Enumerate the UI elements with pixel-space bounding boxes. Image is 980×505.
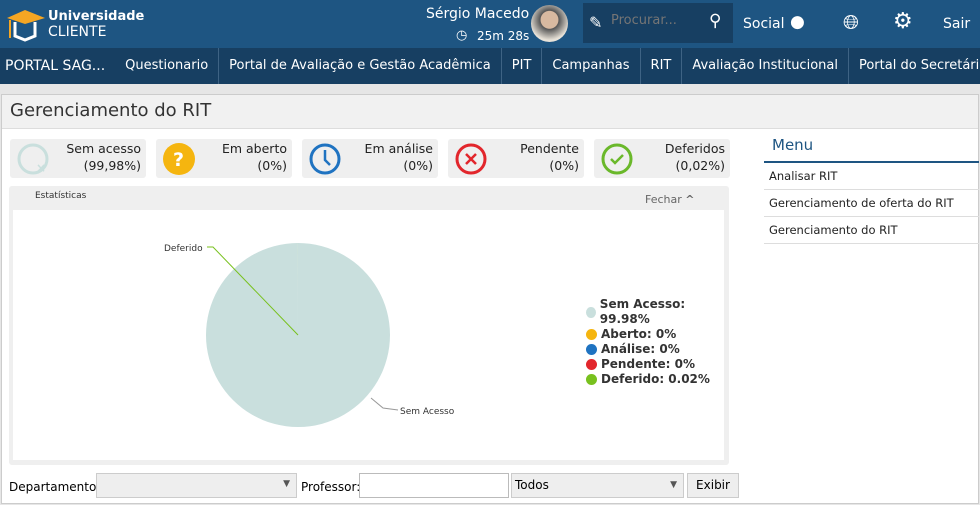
logo-line2: CLIENTE	[48, 24, 107, 40]
stats-panel: Estatísticas Fechar ^ Deferido Sem Acess…	[9, 186, 729, 465]
logout-link[interactable]: Sair	[943, 16, 971, 32]
no-access-icon: ×	[17, 143, 49, 175]
side-menu: Menu Analisar RIT Gerenciamento de ofert…	[764, 131, 979, 244]
legend-item[interactable]: Análise: 0%	[586, 342, 724, 357]
card-label: Sem acesso	[66, 141, 141, 156]
card-value: (0%)	[403, 158, 433, 173]
nav-rit[interactable]: RIT	[639, 48, 682, 84]
logo-line1: Universidade	[48, 9, 145, 24]
card-label: Em aberto	[221, 141, 287, 156]
card-label: Em análise	[364, 141, 433, 156]
card-value: (0%)	[257, 158, 287, 173]
legend-label: Aberto: 0%	[601, 327, 677, 341]
globe-icon[interactable]: 🌐︎	[843, 10, 859, 34]
legend-label: Análise: 0%	[601, 342, 680, 356]
legend-swatch	[586, 306, 596, 318]
top-bar: Universidade CLIENTE Sérgio Macedo ◷ 25m…	[0, 0, 980, 48]
social-bird-icon[interactable]: ●	[790, 12, 805, 32]
check-circle-icon	[601, 143, 633, 175]
svg-text:×: ×	[36, 161, 46, 175]
legend-label: Sem Acesso: 99.98%	[599, 297, 686, 326]
legend-swatch	[586, 359, 597, 370]
menu-title: Menu	[764, 131, 979, 163]
card-value: (0,02%)	[675, 158, 725, 173]
x-circle-icon	[455, 143, 487, 175]
stats-title: Estatísticas	[35, 191, 87, 201]
university-logo-icon	[7, 10, 45, 42]
chart-legend: Sem Acesso: 99.98% Aberto: 0% Análise: 0% P…	[586, 297, 724, 387]
department-select[interactable]: ▼	[96, 473, 297, 498]
clock-icon	[309, 143, 341, 175]
pie-chart: Deferido Sem Acesso	[164, 243, 455, 427]
slice-label-sem-acesso: Sem Acesso	[400, 407, 455, 417]
nav-avaliacao-institucional[interactable]: Avaliação Institucional	[681, 48, 848, 84]
page-title: Gerenciamento do RIT	[2, 95, 978, 129]
card-value: (99,98%)	[83, 158, 141, 173]
dropdown-arrow-icon: ▼	[283, 479, 290, 489]
user-name: Sérgio Macedo	[426, 6, 530, 22]
dropdown-arrow-icon: ▼	[670, 480, 677, 490]
legend-item[interactable]: Deferido: 0.02%	[586, 372, 724, 387]
nav-portal-avaliacao[interactable]: Portal de Avaliação e Gestão Acadêmica	[218, 48, 501, 84]
card-sem-acesso[interactable]: × Sem acesso (99,98%)	[10, 139, 146, 178]
card-pendente[interactable]: Pendente (0%)	[448, 139, 584, 178]
chevron-up-icon: ^	[685, 193, 695, 206]
legend-item[interactable]: Sem Acesso: 99.98%	[586, 297, 724, 327]
edit-icon: ✎	[589, 13, 603, 32]
nav-campanhas[interactable]: Campanhas	[541, 48, 639, 84]
card-em-analise[interactable]: Em análise (0%)	[302, 139, 438, 178]
nav-portal[interactable]: PORTAL SAG...	[5, 58, 106, 74]
deferido-label-line	[207, 246, 299, 336]
search-input[interactable]	[611, 13, 706, 28]
avatar[interactable]	[531, 5, 568, 42]
nav-portal-secretario[interactable]: Portal do Secretário	[847, 48, 980, 84]
card-em-aberto[interactable]: ? Em aberto (0%)	[156, 139, 292, 178]
status-value: Todos	[515, 478, 549, 492]
card-value: (0%)	[549, 158, 579, 173]
nav-questionario[interactable]: Questionario	[125, 58, 209, 73]
social-link[interactable]: Social	[743, 16, 785, 32]
card-label: Pendente	[520, 141, 579, 156]
stats-close-button[interactable]: Fechar ^	[645, 193, 695, 206]
svg-text:?: ?	[173, 149, 184, 171]
card-deferidos[interactable]: Deferidos (0,02%)	[594, 139, 730, 178]
clock-icon: ◷	[456, 28, 468, 43]
menu-item-gerenciamento-rit[interactable]: Gerenciamento do RIT	[764, 217, 979, 244]
professor-label: Professor:	[301, 480, 361, 494]
nav-pit[interactable]: PIT	[500, 48, 542, 84]
chart-area: Deferido Sem Acesso Sem Acesso: 99.98% Ab…	[13, 210, 724, 460]
card-label: Deferidos	[664, 141, 725, 156]
slice-label-deferido: Deferido	[164, 244, 203, 254]
sem-acesso-label-line	[370, 397, 399, 411]
legend-label: Deferido: 0.02%	[601, 372, 710, 386]
department-label: Departamento:	[9, 480, 101, 494]
legend-swatch	[586, 344, 597, 355]
menu-item-oferta-rit[interactable]: Gerenciamento de oferta do RIT	[764, 190, 979, 217]
professor-input[interactable]	[359, 473, 509, 498]
exibir-button[interactable]: Exibir	[687, 473, 739, 498]
search-box[interactable]: ✎ ⚲	[583, 3, 733, 43]
legend-swatch	[586, 329, 597, 340]
status-select[interactable]: Todos ▼	[511, 473, 684, 498]
legend-item[interactable]: Aberto: 0%	[586, 327, 724, 342]
legend-label: Pendente: 0%	[601, 357, 695, 371]
search-icon[interactable]: ⚲	[709, 11, 722, 31]
gear-icon[interactable]: ⚙	[893, 9, 913, 34]
menu-item-analisar-rit[interactable]: Analisar RIT	[764, 163, 979, 190]
legend-swatch	[586, 374, 597, 385]
question-icon: ?	[163, 143, 195, 175]
legend-item[interactable]: Pendente: 0%	[586, 357, 724, 372]
close-label: Fechar	[645, 193, 682, 206]
main-nav: PORTAL SAG... Questionario Portal de Ava…	[0, 48, 980, 84]
session-timer: 25m 28s	[477, 29, 530, 43]
